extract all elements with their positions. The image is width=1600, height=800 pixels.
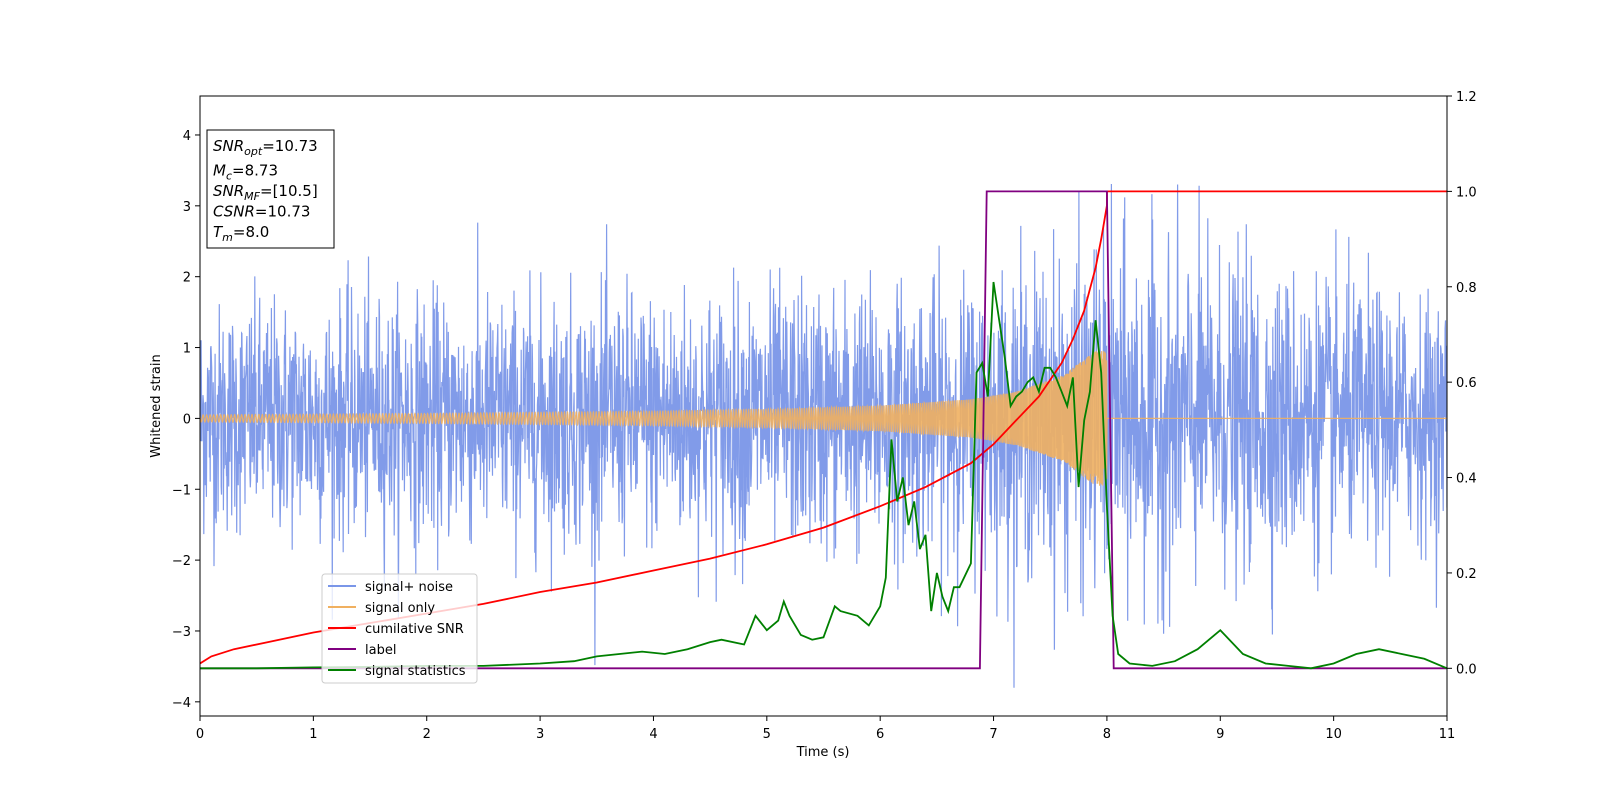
info-line-base: SNR [213, 182, 244, 200]
info-line: SNRMF=[10.5] [213, 182, 318, 203]
x-tick-label: 3 [536, 727, 544, 742]
info-line-sub: m [222, 231, 233, 244]
y-tick-label: 0 [183, 412, 191, 427]
y2-axis: 0.0 0.2 0.4 0.6 0.8 1.0 1.2 [1447, 90, 1477, 677]
x-tick-label: 7 [989, 727, 997, 742]
y-tick-label: 2 [183, 271, 191, 286]
y-tick-label: 3 [183, 200, 191, 215]
legend-label: signal+ noise [365, 580, 453, 595]
y2-tick-label: 1.2 [1456, 90, 1477, 105]
y-tick-label: −4 [172, 696, 191, 711]
x-tick-label: 5 [763, 727, 771, 742]
x-tick-label: 2 [423, 727, 431, 742]
x-axis-title: Time (s) [796, 745, 850, 760]
y-tick-label: −3 [172, 625, 191, 640]
info-line-value: =[10.5] [260, 182, 318, 200]
plot-frame [199, 95, 1448, 717]
y-axis: −4 −3 −2 −1 0 1 2 3 4 [172, 129, 200, 711]
x-tick-label: 9 [1216, 727, 1224, 742]
info-line: SNRopt=10.73 [213, 137, 318, 158]
legend-label: signal only [365, 601, 435, 616]
legend-label: signal statistics [365, 664, 466, 679]
legend-label: cumilative SNR [365, 622, 464, 637]
y-tick-label: −1 [172, 483, 191, 498]
series-label [200, 190, 1447, 670]
y2-tick-label: 0.8 [1456, 281, 1477, 296]
y2-tick-label: 0.0 [1456, 662, 1477, 677]
series-signal-noise [200, 183, 1447, 688]
info-line-base: T [213, 223, 224, 241]
y2-tick-label: 1.0 [1456, 185, 1477, 200]
y2-tick-label: 0.6 [1456, 376, 1477, 391]
y-tick-label: −2 [172, 554, 191, 569]
x-tick-label: 1 [309, 727, 317, 742]
x-tick-label: 6 [876, 727, 884, 742]
x-tick-label: 4 [649, 727, 657, 742]
info-box: SNRopt=10.73Mc=8.73SNRMF=[10.5]CSNR=10.7… [206, 129, 335, 249]
info-line-sub: c [226, 170, 232, 183]
x-tick-label: 11 [1439, 727, 1456, 742]
info-line-base: M [213, 162, 226, 180]
info-box-frame [206, 129, 335, 249]
y2-tick-label: 0.4 [1456, 472, 1477, 487]
info-line-value: =10.73 [262, 137, 318, 155]
y-axis-title: Whitened strain [149, 354, 164, 457]
info-line-value: =8.0 [233, 223, 269, 241]
info-line: CSNR=10.73 [213, 203, 310, 221]
x-axis: 0 1 2 3 4 5 6 7 8 9 10 11 [196, 716, 1455, 742]
x-tick-label: 10 [1325, 727, 1342, 742]
info-line-value: =8.73 [232, 162, 278, 180]
info-line-value: =10.73 [255, 203, 311, 221]
y-tick-label: 4 [183, 129, 191, 144]
y-tick-label: 1 [183, 342, 191, 357]
info-line-sub: MF [244, 190, 260, 203]
x-tick-label: 0 [196, 727, 204, 742]
legend: signal+ noise signal only cumilative SNR la… [321, 573, 478, 684]
x-tick-label: 8 [1103, 727, 1111, 742]
y2-tick-label: 0.2 [1456, 567, 1477, 582]
series-signal-only [200, 351, 1447, 486]
info-line: Tm=8.0 [213, 223, 269, 244]
info-line: Mc=8.73 [213, 162, 278, 183]
legend-label: label [365, 643, 396, 658]
info-line-base: SNR [213, 137, 244, 155]
info-line-sub: opt [244, 145, 263, 158]
series-signal-statistics [200, 281, 1447, 670]
legend-frame [321, 573, 478, 684]
info-line-base: CSNR [213, 203, 255, 221]
